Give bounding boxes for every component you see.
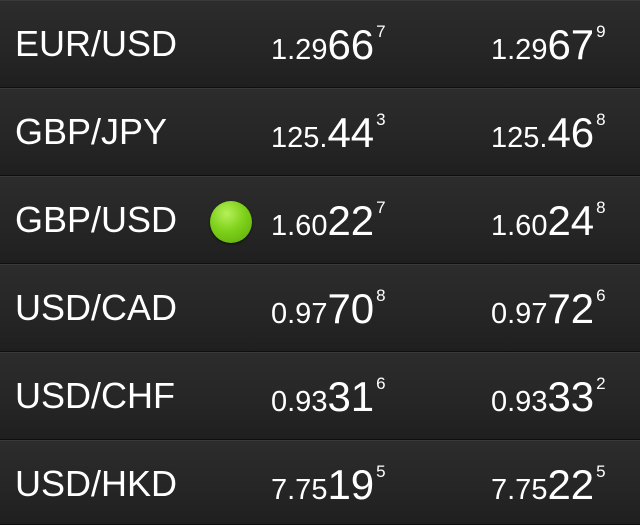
ask-pip: 8	[596, 198, 606, 217]
pair-label: EUR/USD	[15, 23, 178, 64]
rate-row-usd-chf[interactable]: USD/CHF 0.9331 6 0.9333 2	[0, 352, 640, 440]
ask-price[interactable]: 125.46 8	[491, 107, 606, 159]
ask-price[interactable]: 0.9333 2	[491, 371, 606, 423]
bid-price[interactable]: 1.6022 7	[271, 195, 386, 247]
rate-row-gbp-jpy[interactable]: GBP/JPY 125.44 3 125.46 8	[0, 88, 640, 176]
rate-row-usd-hkd[interactable]: USD/HKD 7.7519 5 7.7522 5	[0, 440, 640, 525]
rate-row-usd-cad[interactable]: USD/CAD 0.9770 8 0.9772 6	[0, 264, 640, 352]
ask-price[interactable]: 0.9772 6	[491, 283, 606, 335]
ask-big-figure: 33	[547, 373, 595, 420]
pair-label: USD/HKD	[15, 463, 178, 504]
pair-label: USD/CAD	[15, 287, 178, 328]
ask-big-figure: 46	[547, 109, 595, 156]
bid-prefix: 1.29	[271, 34, 328, 66]
ask-prefix: 1.29	[491, 34, 548, 66]
bid-prefix: 0.93	[271, 386, 328, 418]
ask-pip: 9	[596, 22, 606, 41]
bid-big-figure: 70	[327, 285, 375, 332]
green-dot-icon	[210, 201, 252, 243]
ask-prefix: 125.	[491, 122, 548, 154]
bid-prefix: 1.60	[271, 210, 328, 242]
pair-label: GBP/USD	[15, 199, 178, 240]
ask-price[interactable]: 1.2967 9	[491, 19, 606, 71]
bid-big-figure: 22	[327, 197, 375, 244]
bid-pip: 6	[376, 374, 386, 393]
bid-price[interactable]: 125.44 3	[271, 107, 386, 159]
bid-price[interactable]: 0.9770 8	[271, 283, 386, 335]
bid-big-figure: 31	[327, 373, 375, 420]
bid-prefix: 125.	[271, 122, 328, 154]
bid-price[interactable]: 0.9331 6	[271, 371, 386, 423]
ask-prefix: 7.75	[491, 474, 548, 506]
ask-prefix: 0.93	[491, 386, 548, 418]
ask-pip: 5	[596, 462, 606, 481]
rate-row-eur-usd[interactable]: EUR/USD 1.2966 7 1.2967 9	[0, 0, 640, 88]
ask-prefix: 1.60	[491, 210, 548, 242]
ask-price[interactable]: 1.6024 8	[491, 195, 606, 247]
ask-pip: 2	[596, 374, 606, 393]
bid-pip: 5	[376, 462, 386, 481]
bid-pip: 3	[376, 110, 386, 129]
bid-price[interactable]: 7.7519 5	[271, 459, 386, 511]
bid-prefix: 7.75	[271, 474, 328, 506]
pair-label: GBP/JPY	[15, 111, 168, 152]
bid-big-figure: 44	[327, 109, 375, 156]
bid-prefix: 0.97	[271, 298, 328, 330]
bid-pip: 7	[376, 198, 386, 217]
ask-big-figure: 22	[547, 461, 595, 508]
ask-big-figure: 24	[547, 197, 595, 244]
bid-price[interactable]: 1.2966 7	[271, 19, 386, 71]
ask-big-figure: 67	[547, 21, 595, 68]
pair-label: USD/CHF	[15, 375, 175, 416]
ask-price[interactable]: 7.7522 5	[491, 459, 606, 511]
bid-pip: 7	[376, 22, 386, 41]
ask-pip: 8	[596, 110, 606, 129]
bid-big-figure: 66	[327, 21, 375, 68]
ask-pip: 6	[596, 286, 606, 305]
bid-pip: 8	[376, 286, 386, 305]
rate-row-gbp-usd[interactable]: GBP/USD 1.6022 7 1.6024 8	[0, 176, 640, 264]
ask-prefix: 0.97	[491, 298, 548, 330]
ask-big-figure: 72	[547, 285, 595, 332]
bid-big-figure: 19	[327, 461, 375, 508]
